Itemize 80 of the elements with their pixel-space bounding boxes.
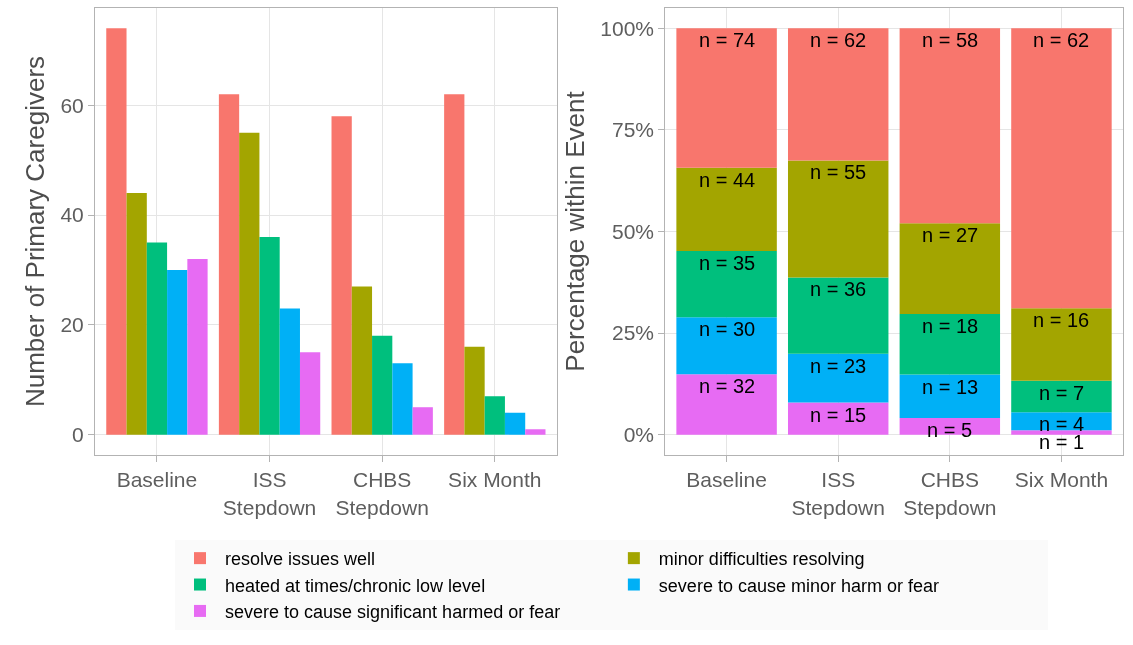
x-tick-label: CHBS Stepdown [903, 468, 997, 519]
bar [351, 286, 373, 435]
annotation: n = 62 [1033, 29, 1090, 51]
y-tick-label: 25% [611, 321, 655, 345]
bar [676, 374, 777, 435]
legend-label: resolve issues well [225, 549, 376, 570]
bar [788, 28, 889, 161]
bar [676, 251, 777, 318]
bar [788, 277, 889, 354]
y-tick-label: 100% [600, 16, 655, 40]
bar [676, 28, 777, 168]
annotation: n = 32 [699, 375, 756, 397]
annotation: n = 74 [699, 29, 756, 51]
annotation: n = 27 [922, 224, 979, 246]
bar [899, 28, 1001, 224]
legend-label: heated at times/chronic low level [225, 575, 486, 596]
bar [1011, 430, 1112, 435]
y-tick-label: 50% [611, 219, 655, 243]
y-tick-label: 60 [60, 93, 84, 117]
annotation: n = 55 [810, 161, 867, 183]
annotation: n = 30 [699, 318, 756, 340]
y-tick-label: 0 [72, 423, 84, 447]
bar [167, 269, 188, 435]
x-tick-label: Baseline [116, 468, 198, 492]
annotation: n = 62 [810, 29, 867, 51]
legend-label: severe to cause minor harm or fear [658, 575, 939, 596]
bar [392, 363, 413, 435]
bar [126, 193, 147, 435]
bar [299, 352, 321, 435]
y-axis-title: Number of Primary Caregivers [19, 55, 50, 408]
x-tick-label: Six Month [1014, 468, 1109, 492]
bar [484, 396, 505, 435]
y-tick-label: 40 [60, 203, 84, 227]
bar [676, 167, 777, 252]
bar [504, 412, 526, 435]
annotation: n = 15 [810, 404, 867, 426]
x-tick-label: Baseline [686, 468, 767, 492]
y-axis-title: Percentage within Event [559, 90, 590, 372]
bar [1011, 308, 1112, 381]
legend-label: severe to cause significant harmed or fear [225, 601, 561, 622]
x-tick-label: ISS Stepdown [222, 468, 317, 519]
bar [788, 402, 889, 435]
bar [239, 132, 260, 435]
bar [279, 308, 300, 435]
y-tick-label: 0% [623, 423, 655, 447]
bar [259, 236, 280, 435]
annotation: n = 7 [1039, 382, 1085, 404]
annotation: n = 23 [810, 355, 867, 377]
bar [525, 429, 546, 435]
y-tick-label: 20 [60, 313, 84, 337]
bar [444, 94, 465, 435]
x-tick-label: CHBS Stepdown [335, 468, 429, 519]
bar [146, 242, 168, 435]
bar [676, 317, 777, 375]
x-tick-label: ISS Stepdown [791, 468, 885, 519]
bar [187, 258, 208, 435]
annotation: n = 44 [699, 169, 756, 191]
y-tick-label: 75% [611, 118, 655, 142]
x-tick-label: Six Month [448, 468, 542, 492]
bar [218, 94, 240, 435]
bar [899, 374, 1001, 419]
annotation: n = 13 [922, 376, 979, 398]
bar [1011, 412, 1112, 431]
bar [331, 116, 352, 435]
bar [372, 335, 393, 435]
bar [788, 160, 889, 278]
bar [1011, 28, 1112, 309]
bar [899, 223, 1001, 314]
annotation: n = 18 [922, 315, 979, 337]
bar [788, 353, 889, 403]
bar [899, 313, 1001, 375]
bar [464, 346, 485, 435]
bar [106, 28, 127, 435]
annotation: n = 16 [1033, 309, 1090, 331]
legend-label: minor difficulties resolving [658, 549, 865, 570]
bar [412, 407, 433, 435]
annotation: n = 35 [699, 252, 756, 274]
annotation: n = 36 [810, 278, 867, 300]
annotation: n = 58 [922, 29, 979, 51]
bar [1011, 380, 1112, 413]
